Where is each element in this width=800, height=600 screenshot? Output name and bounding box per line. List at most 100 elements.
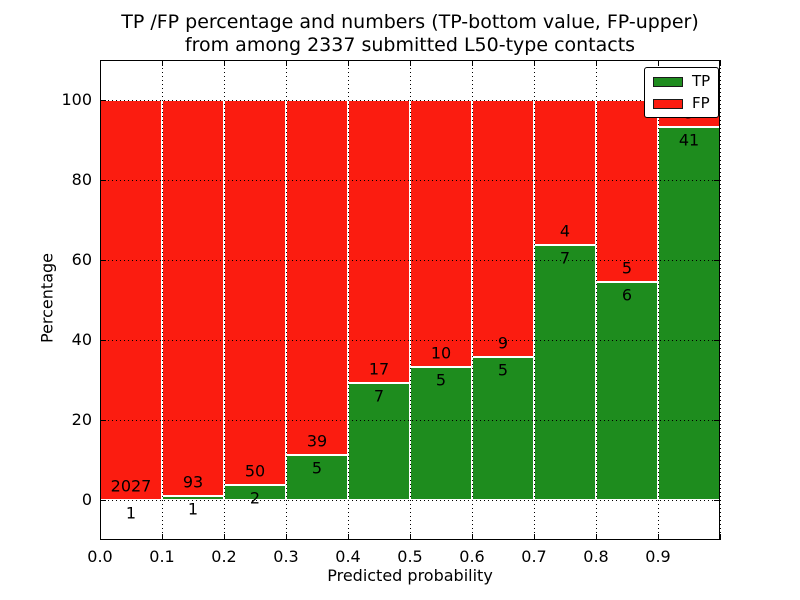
y-tick-mark [100, 100, 106, 101]
bar-tp-count-label: 1 [125, 503, 137, 523]
legend-label-tp: TP [692, 72, 711, 90]
bar-tp-count-label: 7 [559, 248, 571, 268]
bar-tp-count-label: 41 [678, 130, 700, 150]
x-tick-mark [286, 534, 287, 540]
y-gridline [100, 260, 720, 261]
x-tick-mark [286, 60, 287, 66]
x-tick-mark [162, 534, 163, 540]
x-gridline [534, 60, 535, 540]
plot-border-bottom [100, 539, 720, 540]
bar-tp-segment [534, 245, 596, 500]
bar-tp-count-label: 7 [373, 386, 385, 406]
x-tick-label: 0.6 [459, 547, 485, 566]
y-tick-mark [100, 340, 106, 341]
bar-fp-count-label: 17 [368, 359, 390, 379]
bar-fp-count-label: 2027 [110, 476, 152, 496]
bar-tp-segment [410, 366, 472, 500]
x-gridline [162, 60, 163, 540]
bar-tp-segment [286, 454, 348, 500]
bar-fp-count-label: 39 [306, 431, 328, 451]
x-tick-mark [162, 60, 163, 66]
bar-fp-count-label: 10 [430, 343, 452, 363]
x-gridline [720, 60, 721, 540]
x-tick-mark [658, 60, 659, 66]
bar-fp-segment [162, 100, 224, 496]
plot-border-right [719, 60, 720, 540]
chart-title-line1: TP /FP percentage and numbers (TP-bottom… [121, 11, 699, 33]
x-tick-mark [720, 60, 721, 66]
x-tick-label: 0.2 [211, 547, 237, 566]
chart-title-line2: from among 2337 submitted L50-type conta… [184, 34, 636, 56]
x-gridline [224, 60, 225, 540]
y-gridline [100, 340, 720, 341]
y-tick-mark [100, 500, 106, 501]
x-tick-label: 0.9 [645, 547, 671, 566]
y-gridline [100, 420, 720, 421]
x-tick-mark [348, 534, 349, 540]
x-gridline [658, 60, 659, 540]
x-tick-label: 0.0 [87, 547, 113, 566]
x-gridline [472, 60, 473, 540]
bar-fp-count-label: 4 [559, 221, 571, 241]
y-tick-mark [714, 180, 720, 181]
bar-fp-count-label: 93 [182, 472, 204, 492]
x-tick-mark [534, 534, 535, 540]
legend-entry-fp: FP [653, 96, 710, 111]
x-tick-mark [720, 534, 721, 540]
y-tick-mark [714, 340, 720, 341]
x-tick-mark [224, 534, 225, 540]
bar-fp-segment [534, 100, 596, 246]
x-tick-label: 0.5 [397, 547, 423, 566]
legend-label-fp: FP [692, 94, 710, 112]
bar-tp-segment [472, 357, 534, 500]
bar-tp-segment [348, 383, 410, 500]
y-gridline [100, 500, 720, 501]
x-tick-mark [596, 534, 597, 540]
x-tick-mark [472, 534, 473, 540]
y-gridline [100, 100, 720, 101]
tp-color-swatch [653, 76, 683, 87]
y-tick-label: 20 [71, 410, 92, 429]
bar-tp-count-label: 5 [435, 370, 447, 390]
plot-border-left [100, 60, 101, 540]
legend: TP FP [644, 67, 720, 118]
legend-entry-tp: TP [653, 74, 710, 89]
x-axis-label: Predicted probability [327, 566, 493, 585]
bar-fp-segment [224, 100, 286, 485]
bar-tp-segment [596, 281, 658, 500]
y-tick-mark [714, 500, 720, 501]
x-tick-mark [410, 534, 411, 540]
y-gridline [100, 180, 720, 181]
y-tick-mark [100, 260, 106, 261]
bar-fp-count-label: 9 [497, 333, 509, 353]
x-tick-mark [224, 60, 225, 66]
x-gridline [348, 60, 349, 540]
x-tick-mark [410, 60, 411, 66]
y-tick-label: 80 [71, 170, 92, 189]
y-tick-mark [714, 420, 720, 421]
x-tick-mark [348, 60, 349, 66]
x-tick-label: 0.1 [149, 547, 175, 566]
bar-tp-count-label: 5 [497, 360, 509, 380]
x-tick-mark [596, 60, 597, 66]
bar-fp-segment [100, 100, 162, 500]
x-gridline [596, 60, 597, 540]
bar-fp-count-label: 50 [244, 461, 266, 481]
x-tick-mark [472, 60, 473, 66]
x-tick-label: 0.3 [273, 547, 299, 566]
bar-tp-count-label: 6 [621, 285, 633, 305]
bar-tp-count-label: 2 [249, 488, 261, 508]
y-tick-mark [100, 180, 106, 181]
bar-fp-segment [410, 100, 472, 367]
bar-tp-count-label: 1 [187, 499, 199, 519]
bar-fp-segment [286, 100, 348, 455]
x-gridline [410, 60, 411, 540]
fp-color-swatch [653, 98, 683, 109]
x-tick-mark [658, 534, 659, 540]
x-tick-mark [534, 60, 535, 66]
y-tick-mark [100, 420, 106, 421]
x-tick-label: 0.7 [521, 547, 547, 566]
plot-border-top [100, 60, 720, 61]
y-tick-label: 0 [81, 490, 92, 509]
